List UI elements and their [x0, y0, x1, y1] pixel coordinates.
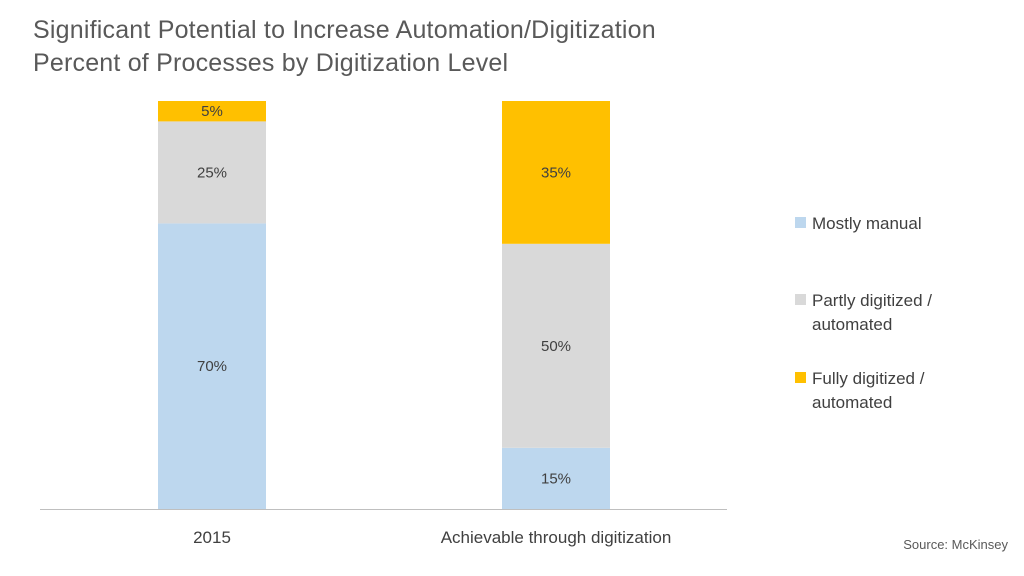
bar-segment-2-1: [502, 447, 610, 509]
data-label-1-1: 70%: [197, 358, 227, 375]
data-label-2-2: 50%: [541, 338, 571, 355]
legend-label-2-2: automated: [812, 315, 892, 334]
chart-subtitle: Percent of Processes by Digitization Lev…: [33, 49, 509, 77]
bar-segment-1-1: [158, 223, 266, 509]
bar-segment-2-3: [502, 101, 610, 244]
bar-segment-1-3: [158, 101, 266, 122]
legend-swatch-3: [795, 372, 806, 383]
data-label-2-3: 35%: [541, 164, 571, 181]
legend-label-1-1: Mostly manual: [812, 214, 922, 233]
source-note: Source: McKinsey: [903, 537, 1008, 552]
legend-label-2-1: Partly digitized /: [812, 291, 932, 310]
category-label-1: 2015: [193, 528, 231, 547]
bar-segment-2-2: [502, 243, 610, 448]
chart-title: Significant Potential to Increase Automa…: [33, 14, 656, 80]
chart-title-line-1: Significant Potential to Increase Automa…: [33, 16, 656, 44]
legend-label-3-1: Fully digitized /: [812, 369, 925, 388]
data-label-1-3: 5%: [201, 103, 223, 120]
legend-swatch-2: [795, 294, 806, 305]
legend-swatch-1: [795, 217, 806, 228]
category-label-2: Achievable through digitization: [441, 528, 672, 547]
legend-label-3-2: automated: [812, 393, 892, 412]
data-label-2-1: 15%: [541, 470, 571, 487]
data-label-1-2: 25%: [197, 164, 227, 181]
bar-segment-1-2: [158, 121, 266, 224]
